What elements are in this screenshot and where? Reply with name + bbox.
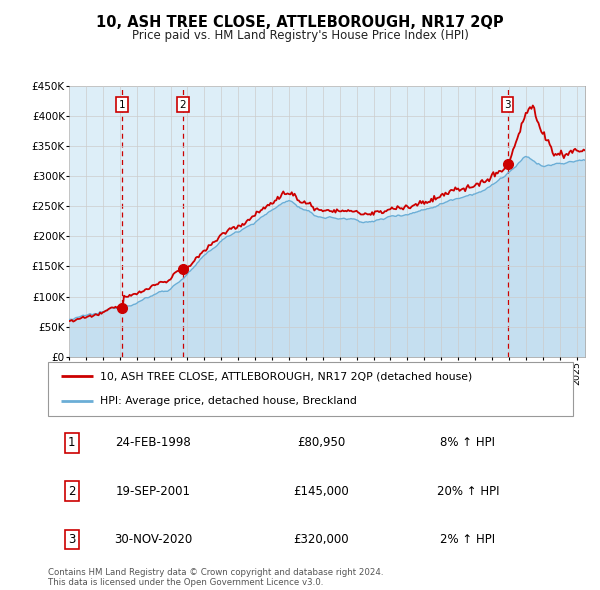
Text: 1: 1 [68, 437, 76, 450]
Text: £145,000: £145,000 [293, 484, 349, 498]
Text: 19-SEP-2001: 19-SEP-2001 [115, 484, 191, 498]
Text: 20% ↑ HPI: 20% ↑ HPI [437, 484, 499, 498]
Text: 10, ASH TREE CLOSE, ATTLEBOROUGH, NR17 2QP (detached house): 10, ASH TREE CLOSE, ATTLEBOROUGH, NR17 2… [101, 371, 473, 381]
FancyBboxPatch shape [48, 362, 573, 416]
Text: 24-FEB-1998: 24-FEB-1998 [115, 437, 191, 450]
Text: 2: 2 [179, 100, 186, 110]
Text: 3: 3 [68, 533, 76, 546]
Text: HPI: Average price, detached house, Breckland: HPI: Average price, detached house, Brec… [101, 396, 358, 407]
Text: 1: 1 [118, 100, 125, 110]
Text: Contains HM Land Registry data © Crown copyright and database right 2024.
This d: Contains HM Land Registry data © Crown c… [48, 568, 383, 587]
Text: Price paid vs. HM Land Registry's House Price Index (HPI): Price paid vs. HM Land Registry's House … [131, 30, 469, 42]
Text: 10, ASH TREE CLOSE, ATTLEBOROUGH, NR17 2QP: 10, ASH TREE CLOSE, ATTLEBOROUGH, NR17 2… [96, 15, 504, 30]
Text: 2: 2 [68, 484, 76, 498]
Text: 2% ↑ HPI: 2% ↑ HPI [440, 533, 496, 546]
Text: £320,000: £320,000 [293, 533, 349, 546]
Text: 3: 3 [504, 100, 511, 110]
Text: 30-NOV-2020: 30-NOV-2020 [114, 533, 192, 546]
Text: £80,950: £80,950 [297, 437, 345, 450]
Text: 8% ↑ HPI: 8% ↑ HPI [440, 437, 496, 450]
